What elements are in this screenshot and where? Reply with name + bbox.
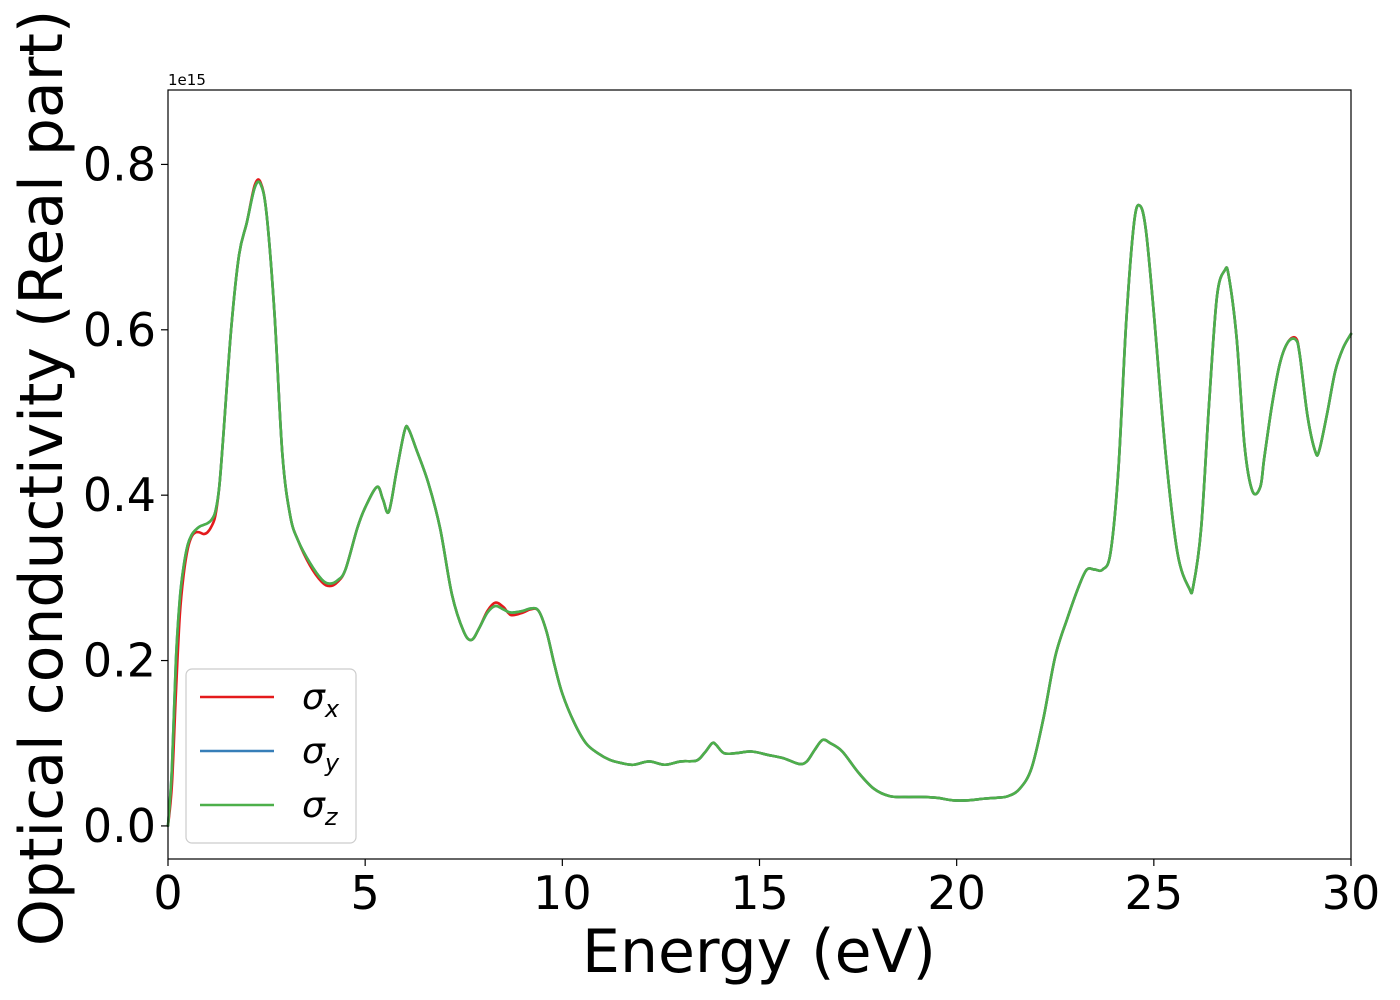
x-tick-label: 30 [1322,866,1381,920]
x-axis-ticks: 0 5 10 15 20 25 30 [153,859,1380,920]
x-tick-label: 5 [351,866,380,920]
y-tick-label: 0.8 [83,137,156,191]
y-tick-label: 0.4 [83,468,156,522]
y-tick-label: 0.0 [83,799,156,853]
x-tick-label: 10 [533,866,592,920]
x-tick-label: 0 [153,866,182,920]
x-tick-label: 20 [927,866,986,920]
y-tick-label: 0.6 [83,303,156,357]
y-tick-label: 0.2 [83,634,156,688]
x-tick-label: 15 [730,866,789,920]
y-axis-ticks: 0.0 0.2 0.4 0.6 0.8 [83,137,168,853]
y-axis-title: Optical conductivity (Real part) [7,10,77,947]
x-axis-title: Energy (eV) [582,917,936,987]
y-offset-text: 1e15 [168,71,206,89]
x-tick-label: 25 [1125,866,1184,920]
